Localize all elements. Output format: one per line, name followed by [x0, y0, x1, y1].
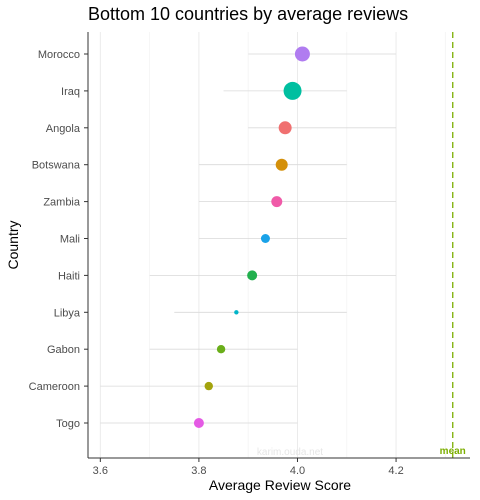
watermark: karim.ouda.net [257, 447, 323, 458]
x-tick-label-2: 4.0 [290, 465, 305, 477]
point-mali [260, 234, 270, 243]
chart-title: Bottom 10 countries by average reviews [88, 4, 408, 24]
point-haiti [247, 270, 258, 281]
y-tick-label-togo: Togo [56, 418, 80, 430]
point-togo [193, 418, 204, 428]
y-tick-label-iraq: Iraq [61, 86, 80, 98]
y-tick-label-zambia: Zambia [43, 197, 81, 209]
y-tick-label-gabon: Gabon [47, 344, 80, 356]
point-morocco [294, 46, 310, 62]
y-axis-title: Country [5, 220, 21, 269]
x-tick-label-1: 3.8 [191, 465, 206, 477]
point-cameroon [204, 381, 213, 391]
point-libya [234, 310, 239, 315]
point-gabon [216, 345, 226, 354]
y-tick-labels: Morocco Iraq Angola Botswana Zambia Mali Haiti… [29, 49, 88, 430]
gridlines [99, 32, 446, 458]
y-tick-label-libya: Libya [54, 307, 81, 319]
point-iraq [283, 81, 302, 100]
y-tick-label-cameroon: Cameroon [29, 381, 80, 393]
y-tick-label-morocco: Morocco [38, 49, 80, 61]
y-tick-label-angola: Angola [46, 123, 81, 135]
mean-label: mean [440, 446, 466, 457]
data-points [193, 46, 310, 428]
point-angola [278, 121, 292, 135]
y-tick-label-mali: Mali [60, 234, 80, 246]
y-tick-label-haiti: Haiti [58, 270, 80, 282]
x-tick-label-0: 3.6 [93, 465, 108, 477]
point-zambia [271, 196, 283, 208]
y-tick-label-botswana: Botswana [32, 160, 81, 172]
point-botswana [275, 158, 288, 171]
x-tick-labels: 3.6 3.8 4.0 4.2 [93, 458, 404, 477]
x-tick-label-3: 4.2 [388, 465, 403, 477]
x-axis-title: Average Review Score [209, 477, 351, 493]
